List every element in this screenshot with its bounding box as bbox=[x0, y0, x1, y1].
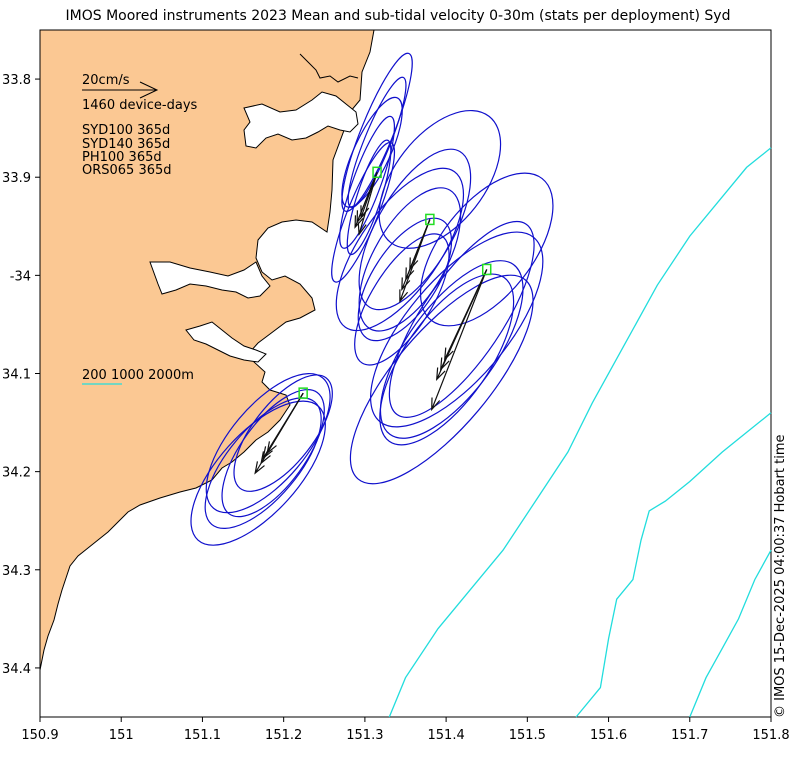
y-tick-label: -34 bbox=[10, 269, 31, 284]
x-tick-label: 151.3 bbox=[346, 728, 383, 743]
variance-ellipse bbox=[357, 217, 453, 342]
isobath-line bbox=[689, 549, 772, 718]
y-tick-label: 34.1 bbox=[2, 368, 31, 383]
variance-ellipse bbox=[204, 397, 322, 530]
mean-velocity-arrow bbox=[431, 269, 488, 412]
station-marker bbox=[372, 166, 382, 179]
x-tick-label: 151.1 bbox=[184, 728, 221, 743]
map-title: IMOS Moored instruments 2023 Mean and su… bbox=[65, 8, 731, 24]
isobath-line bbox=[388, 147, 772, 718]
variance-ellipse bbox=[233, 374, 333, 492]
device-days-label: 1460 device-days bbox=[82, 98, 198, 113]
x-tick-label: 151.8 bbox=[752, 728, 789, 743]
variance-ellipse bbox=[221, 389, 325, 518]
deployment-label-4: ORS065 365d bbox=[82, 163, 172, 178]
harbour-inlet bbox=[243, 91, 359, 149]
axis-ticks: 150.9 151 151.1 151.2 151.3 151.4 151.5 151.6 15… bbox=[2, 73, 790, 743]
credit-text: © IMOS 15-Dec-2025 04:00:37 Hobart time bbox=[773, 434, 788, 718]
x-tick-label: 151.7 bbox=[671, 728, 708, 743]
legend: 20cm/s 1460 device-days SYD100 365d SYD1… bbox=[82, 73, 198, 385]
station-marker bbox=[298, 387, 308, 399]
mean-velocity-arrow bbox=[439, 269, 488, 372]
variance-ellipse bbox=[349, 274, 534, 485]
x-tick-label: 151.5 bbox=[509, 728, 546, 743]
x-tick-label: 151.4 bbox=[428, 728, 465, 743]
x-tick-label: 151.6 bbox=[590, 728, 627, 743]
variance-ellipse bbox=[378, 109, 502, 249]
deployment-label-1: SYD100 365d bbox=[82, 123, 170, 138]
mean-velocity-arrow bbox=[262, 392, 304, 460]
variance-ellipse bbox=[339, 115, 395, 249]
variance-ellipse bbox=[205, 372, 331, 514]
y-tick-label: 34.3 bbox=[2, 564, 31, 579]
variance-ellipse bbox=[358, 187, 462, 332]
variance-ellipse bbox=[331, 141, 396, 283]
x-tick-label: 151.2 bbox=[265, 728, 302, 743]
variance-ellipse bbox=[335, 167, 465, 332]
mean-arrows bbox=[254, 172, 488, 475]
y-tick-label: 33.9 bbox=[2, 171, 31, 186]
deployment-label-2: SYD140 365d bbox=[82, 137, 170, 152]
variance-ellipse bbox=[388, 220, 535, 418]
deployment-label-3: PH100 365d bbox=[82, 150, 162, 165]
mean-velocity-arrow bbox=[360, 172, 378, 219]
station-marker bbox=[425, 213, 435, 226]
isobath-label: 200 1000 2000m bbox=[82, 368, 194, 383]
scale-arrow-head bbox=[139, 81, 159, 99]
bay-inlet bbox=[149, 261, 271, 299]
variance-ellipse bbox=[358, 148, 472, 311]
variance-ellipses bbox=[190, 52, 554, 546]
x-tick-label: 150.9 bbox=[21, 728, 58, 743]
land-area bbox=[39, 29, 375, 671]
variance-ellipse bbox=[341, 52, 413, 212]
mean-velocity-arrow bbox=[357, 172, 378, 236]
isobath-line bbox=[575, 412, 772, 718]
y-tick-label: 34.4 bbox=[2, 662, 31, 677]
scale-label: 20cm/s bbox=[82, 73, 130, 88]
station-markers bbox=[298, 166, 492, 399]
variance-ellipse bbox=[346, 139, 392, 256]
x-tick-label: 151 bbox=[109, 728, 134, 743]
port-inlet bbox=[185, 321, 267, 363]
station-marker bbox=[481, 263, 492, 276]
mean-velocity-arrow bbox=[409, 219, 431, 272]
river-inlet bbox=[299, 53, 359, 83]
y-tick-label: 34.2 bbox=[2, 466, 31, 481]
y-tick-label: 33.8 bbox=[2, 73, 31, 88]
variance-ellipse bbox=[379, 273, 515, 446]
isobath-lines bbox=[388, 147, 772, 718]
variance-ellipse bbox=[419, 172, 554, 327]
